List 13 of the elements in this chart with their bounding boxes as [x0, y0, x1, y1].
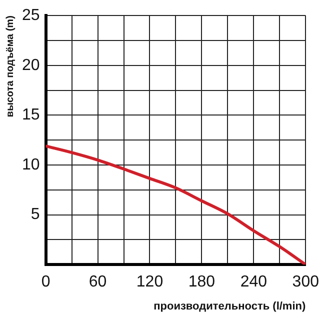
y-tick-label: 15 [22, 106, 40, 124]
x-axis-title: производительность (l/min) [154, 300, 306, 312]
x-tick-label: 0 [41, 274, 50, 291]
y-tick-label: 20 [22, 56, 40, 74]
x-tick-label: 180 [188, 274, 216, 291]
y-tick-label: 10 [22, 156, 40, 174]
x-tick-label: 300 [292, 274, 320, 291]
y-tick-label: 25 [22, 7, 40, 24]
y-axis-title: высота подъёма (m) [4, 16, 16, 118]
y-tick-label: 5 [30, 206, 40, 224]
x-tick-label: 60 [88, 274, 107, 291]
x-tick-label: 240 [240, 274, 268, 291]
x-tick-label: 120 [136, 274, 164, 291]
